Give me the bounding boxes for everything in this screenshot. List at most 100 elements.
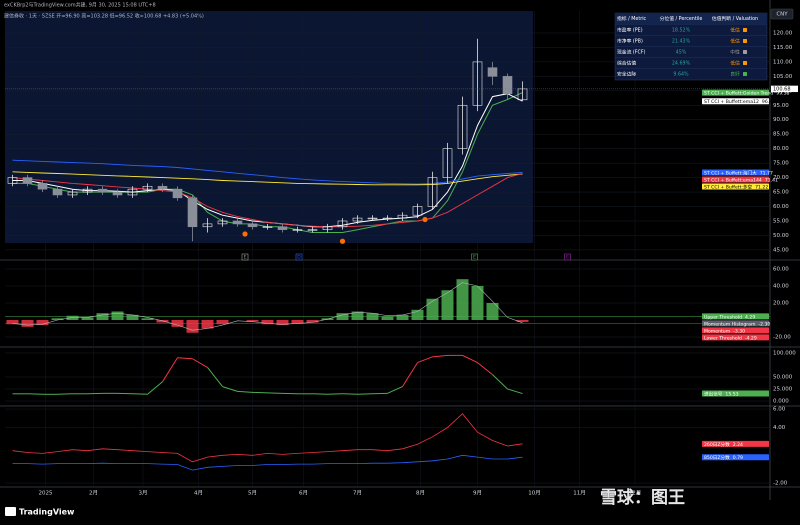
legend-name: Momentum [704,328,731,334]
x-tick-label: 5月 [248,490,257,497]
x-tick-label: 11月 [573,490,586,497]
momentum-line [12,282,523,331]
x-tick-label: 6月 [299,490,308,497]
zscore-line [12,413,523,463]
histogram-bar [201,319,214,329]
candle-body [67,191,78,196]
legend-box [702,454,769,461]
oscillator-segment [207,367,223,387]
candle-body [337,220,348,228]
brand: TradingView [19,508,75,517]
signal-dot [422,216,428,223]
table-header: 指标 / Metric [617,15,647,22]
indicator-line [12,173,523,228]
oscillator-segment [417,356,433,364]
currency[interactable]: CNY [776,12,788,18]
status-icon [743,72,747,76]
candle-body [142,185,153,190]
event-label: E [473,255,476,261]
y-tick-label: -2.00 [773,481,788,487]
candle-body [382,217,393,220]
y-tick-label: 120.00 [773,30,793,36]
histogram-bar [486,302,499,320]
legend-label: Upper Threshold 4.29 [704,314,755,320]
y-tick-label: 70.00 [773,175,789,181]
oscillator-segment [477,362,493,375]
legend-box [702,176,769,183]
legend-value: -2.30 [758,321,770,327]
y-tick-label: 50.00 [773,233,789,239]
histogram-bar [246,319,259,322]
oscillator-segment [177,357,193,360]
legend-name: 850日Z分数 [704,454,730,461]
table-header: 估值判断 / Valuation [712,15,758,22]
oscillator-segment [162,357,178,383]
candle-body [157,185,168,190]
legend-name: ST CCI + Buffett:ema12 [704,99,759,105]
candle-body [7,177,18,184]
legend-name: ST CCI + Buffett:海门大 [704,169,757,176]
legend-value: -4.29 [745,335,757,341]
legend-label: Momentum -3.30 [704,328,745,334]
candle-body [82,188,93,193]
oscillator-segment [192,358,208,368]
table-cell: 21.43% [672,39,691,45]
candle-body [232,220,243,225]
table-header: 分位值 / Percentile [660,15,703,22]
candle-body [127,188,138,196]
candle-body [37,183,48,190]
histogram-bar [216,319,229,325]
x-tick-label: 2025 [39,491,53,497]
indicator-line [12,159,523,185]
candle-body [172,188,183,199]
legend-name: ST CCI + Buffett:ema144 [704,177,762,183]
table-cell: 低估 [730,27,740,34]
legend-value: 4.29 [745,314,755,320]
legend-label: ST CCI + Buffett:Golden Trend 99.38 [704,90,789,96]
legend-label: ST CCI + Buffett:多空 71.22 [704,183,768,190]
candle-body [457,104,468,149]
histogram-bar [186,319,199,333]
legend-box [702,98,769,105]
legend-value: 71.77 [760,170,773,176]
histogram-bar [456,279,469,320]
histogram-bar [156,319,169,323]
candle-body [277,226,288,230]
candle-body [442,148,453,178]
legend-value: 2.24 [733,441,743,447]
candle-body [187,197,198,228]
legend-box [702,440,769,447]
table-cell: 综合估值 [617,60,636,67]
histogram-bar [261,319,274,325]
currency-box[interactable] [770,8,794,20]
y-tick-label: 100.000 [773,350,796,356]
legend-label: 260日Z分数 2.24 [704,440,743,447]
x-tick-label: 10月 [528,490,541,497]
candle-body [292,229,303,231]
event-box [295,253,303,261]
legend-value: -3.30 [733,328,745,334]
histogram-bar [381,316,394,320]
table-header-bg [615,13,767,24]
table-cell: 中性 [730,49,740,56]
header-line: exCKBrp2与TradingView.com共建, 9月 30, 2025 … [4,2,156,9]
legend-box [702,327,769,334]
histogram-bar [6,319,19,325]
oscillator-segment [387,386,403,394]
watermark: 雪球：图王 [600,488,685,508]
candle-body [397,214,408,219]
y-tick-label: 65.00 [773,190,789,196]
y-tick-label: 85.00 [773,132,789,138]
table-cell: 良好 [730,71,740,78]
histogram-bar [306,319,319,323]
oscillator-segment [507,388,523,395]
candle-body [427,177,438,207]
legend-value: 99.38 [776,90,789,96]
x-tick-label: 3月 [139,490,148,497]
y-tick-label: 90.00 [773,117,789,123]
table-cell: 9.64% [673,72,689,78]
candle-body [217,220,228,225]
indicator-line [12,171,523,186]
signal-dot [339,238,346,244]
